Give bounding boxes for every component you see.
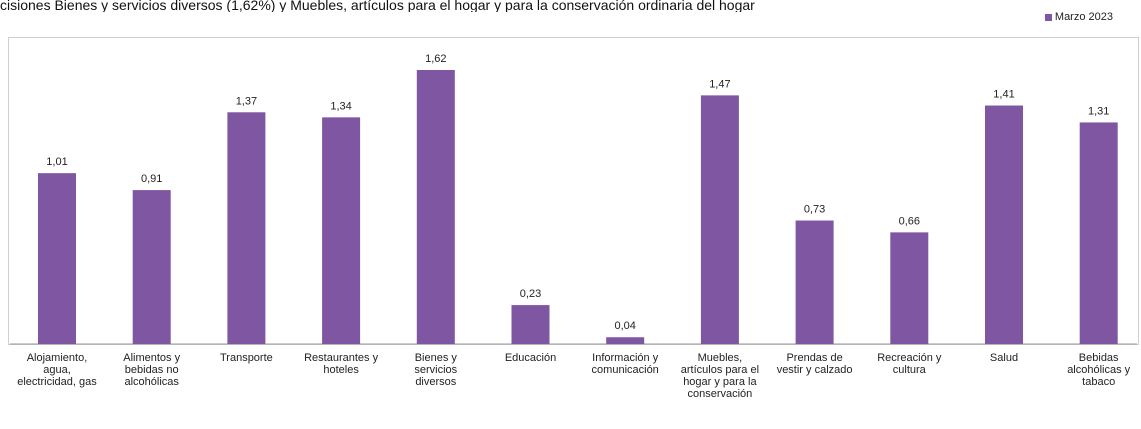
category-label: Muebles, artículos para el hogar y para … [680, 352, 760, 400]
bar-value-label: 1,37 [236, 95, 257, 107]
bar [606, 337, 645, 344]
bar-value-label: 0,04 [614, 320, 635, 332]
bar-value-label: 1,41 [993, 89, 1014, 101]
category-label: Alojamiento, agua, electricidad, gas [17, 352, 97, 388]
category-label: Restaurantes y hoteles [304, 352, 379, 376]
category-label: Transporte [219, 352, 273, 364]
bar [227, 112, 266, 344]
bar [38, 173, 76, 344]
category-label: Bienes y servicios diversos [414, 352, 458, 388]
bar-value-label: 0,91 [141, 173, 162, 185]
bar-value-label: 1,62 [425, 53, 446, 65]
chart-legend: Marzo 2023 [1044, 11, 1113, 23]
bar-value-label: 1,34 [330, 100, 351, 112]
category-label: Alimentos y bebidas no alcohólicas [123, 352, 181, 388]
category-label: Prendas de vestir y calzado [776, 352, 853, 376]
bar-value-label: 0,66 [899, 215, 920, 227]
category-label: Información y comunicación [591, 352, 659, 376]
bar [985, 105, 1023, 344]
category-label: Bebidas alcohólicas y tabaco [1067, 352, 1131, 388]
bar [700, 95, 739, 345]
bar [1079, 122, 1118, 344]
bar [511, 305, 550, 344]
bar [890, 232, 929, 344]
bar-value-label: 0,23 [520, 288, 541, 300]
category-label: Educación [504, 352, 557, 364]
bar [132, 190, 171, 344]
bar-value-label: 1,31 [1088, 105, 1109, 117]
legend-swatch [1044, 13, 1052, 21]
category-label: Recreación y cultura [877, 352, 942, 376]
bar [416, 70, 455, 344]
bar [322, 117, 361, 344]
bar-value-label: 1,01 [46, 156, 67, 168]
bar-value-label: 1,47 [709, 78, 730, 90]
bar [795, 220, 834, 344]
category-label: Salud [989, 352, 1019, 364]
legend-label: Marzo 2023 [1054, 11, 1113, 23]
bar-value-label: 0,73 [804, 204, 825, 216]
chart-caption: cisiones Bienes y servicios diversos (1,… [0, 0, 755, 12]
